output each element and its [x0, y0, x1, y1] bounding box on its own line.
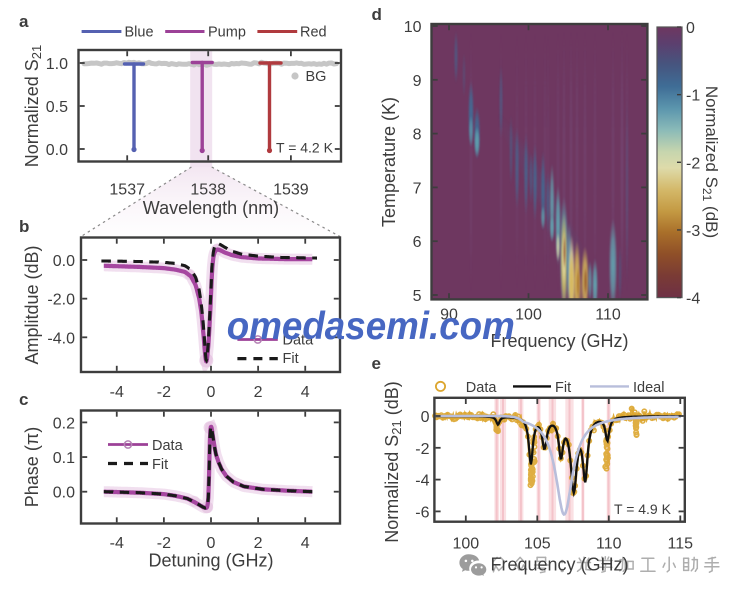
svg-text:Normalized S21 (dB): Normalized S21 (dB)	[382, 381, 404, 543]
svg-text:a: a	[19, 12, 29, 31]
svg-text:Frequency (GHz): Frequency (GHz)	[490, 331, 628, 351]
svg-text:Red: Red	[300, 25, 327, 41]
svg-text:0: 0	[686, 20, 695, 37]
svg-text:2: 2	[254, 384, 263, 401]
svg-text:1539: 1539	[273, 182, 309, 199]
svg-text:Frequency (GHz): Frequency (GHz)	[490, 555, 628, 575]
svg-text:Data: Data	[466, 380, 498, 396]
svg-text:0: 0	[207, 535, 216, 552]
svg-text:-4.0: -4.0	[47, 330, 75, 347]
svg-text:-6: -6	[415, 504, 429, 521]
svg-text:Ideal: Ideal	[633, 380, 664, 396]
svg-text:9: 9	[413, 73, 422, 90]
svg-text:Blue: Blue	[125, 25, 154, 41]
svg-text:Temperature (K): Temperature (K)	[379, 97, 399, 227]
svg-text:-2: -2	[415, 441, 429, 458]
svg-text:-4: -4	[686, 291, 700, 308]
svg-text:0.5: 0.5	[46, 99, 68, 116]
svg-text:90: 90	[440, 307, 458, 324]
svg-text:1.0: 1.0	[46, 56, 68, 73]
svg-text:0: 0	[421, 409, 430, 426]
svg-text:c: c	[19, 390, 28, 409]
svg-text:omedasemi.com: omedasemi.com	[227, 305, 515, 348]
svg-text:T = 4.9 K: T = 4.9 K	[614, 501, 672, 517]
svg-text:Detuning (GHz): Detuning (GHz)	[148, 551, 273, 571]
svg-text:Fit: Fit	[283, 351, 299, 367]
svg-text:4: 4	[301, 535, 310, 552]
svg-text:6: 6	[413, 234, 422, 251]
svg-text:-2.0: -2.0	[47, 292, 75, 309]
svg-text:BG: BG	[306, 69, 327, 85]
svg-text:4: 4	[301, 384, 310, 401]
svg-text:10: 10	[404, 19, 422, 36]
svg-text:0.2: 0.2	[53, 415, 75, 432]
svg-text:-2: -2	[157, 384, 171, 401]
svg-text:5: 5	[413, 288, 422, 305]
svg-text:110: 110	[596, 536, 622, 553]
svg-text:-2: -2	[686, 155, 700, 172]
svg-text:d: d	[372, 5, 382, 24]
svg-text:Normalized S21: Normalized S21	[22, 45, 44, 168]
svg-text:-3: -3	[686, 223, 700, 240]
svg-text:Data: Data	[283, 333, 315, 349]
svg-text:0.0: 0.0	[53, 485, 75, 502]
svg-text:Pump: Pump	[208, 25, 246, 41]
svg-text:7: 7	[413, 180, 422, 197]
svg-text:8: 8	[413, 127, 422, 144]
svg-text:Amplitdue (dB): Amplitdue (dB)	[22, 245, 42, 364]
svg-text:Wavelength (nm): Wavelength (nm)	[143, 198, 279, 218]
svg-text:-4: -4	[415, 473, 429, 490]
svg-text:-2: -2	[157, 535, 171, 552]
svg-text:0: 0	[207, 384, 216, 401]
svg-text:110: 110	[595, 307, 621, 324]
svg-text:Phase (π): Phase (π)	[22, 427, 42, 507]
svg-text:-4: -4	[110, 384, 124, 401]
svg-text:Fit: Fit	[152, 457, 168, 473]
svg-text:-4: -4	[110, 535, 124, 552]
svg-text:2: 2	[254, 535, 263, 552]
svg-text:Data: Data	[152, 438, 184, 454]
svg-text:b: b	[19, 217, 29, 236]
svg-text:Fit: Fit	[555, 380, 571, 396]
svg-text:105: 105	[524, 536, 551, 553]
svg-text:1537: 1537	[109, 182, 145, 199]
svg-text:0.0: 0.0	[46, 142, 68, 159]
svg-text:1538: 1538	[190, 182, 226, 199]
svg-text:e: e	[372, 354, 381, 373]
svg-text:115: 115	[668, 536, 694, 553]
svg-text:0.0: 0.0	[53, 253, 75, 270]
svg-text:0.1: 0.1	[53, 450, 75, 467]
svg-text:100: 100	[515, 307, 542, 324]
svg-text:-1: -1	[686, 88, 700, 105]
svg-text:Normalized S21 (dB): Normalized S21 (dB)	[700, 86, 721, 238]
svg-text:T = 4.2 K: T = 4.2 K	[276, 140, 334, 156]
svg-text:100: 100	[452, 536, 479, 553]
